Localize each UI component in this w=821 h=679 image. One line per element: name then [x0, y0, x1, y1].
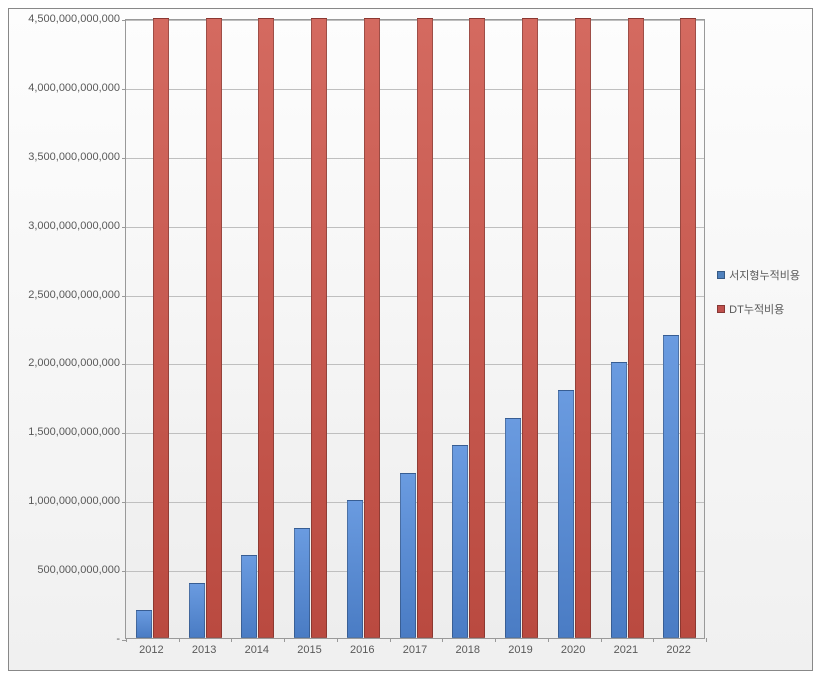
bar-series-1: [575, 18, 591, 638]
y-axis-label: 1,500,000,000,000: [28, 426, 120, 438]
bar-series-1: [364, 18, 380, 638]
y-axis-label: -: [116, 633, 120, 645]
y-tick: [122, 227, 126, 228]
bar-series-1: [258, 18, 274, 638]
x-tick: [337, 638, 338, 642]
bar-series-0: [347, 500, 363, 638]
x-tick: [706, 638, 707, 642]
bar-series-1: [206, 18, 222, 638]
bar-series-0: [663, 335, 679, 638]
x-axis-label: 2015: [297, 644, 321, 656]
bar-series-0: [241, 555, 257, 638]
legend-swatch-red: [717, 305, 725, 313]
bar-series-0: [452, 445, 468, 638]
x-axis-label: 2020: [561, 644, 585, 656]
x-tick: [284, 638, 285, 642]
x-tick: [390, 638, 391, 642]
y-tick: [122, 364, 126, 365]
y-tick: [122, 502, 126, 503]
y-tick: [122, 158, 126, 159]
x-axis-label: 2018: [455, 644, 479, 656]
y-axis-label: 1,000,000,000,000: [28, 495, 120, 507]
bar-series-0: [611, 362, 627, 638]
x-axis-label: 2017: [403, 644, 427, 656]
y-tick: [122, 296, 126, 297]
bar-series-0: [505, 418, 521, 638]
legend-label-0: 서지형누적비용: [729, 267, 800, 283]
bar-series-0: [189, 583, 205, 638]
bar-series-1: [153, 18, 169, 638]
x-axis-label: 2014: [245, 644, 269, 656]
chart-frame: 서지형누적비용 DT누적비용 - 500,000,000,000 1,000,000…: [8, 8, 813, 671]
y-axis-label: 2,500,000,000,000: [28, 289, 120, 301]
x-axis-label: 2016: [350, 644, 374, 656]
bar-series-0: [558, 390, 574, 638]
x-axis-label: 2019: [508, 644, 532, 656]
legend: 서지형누적비용 DT누적비용: [717, 267, 800, 335]
bar-series-1: [522, 18, 538, 638]
y-tick: [122, 20, 126, 21]
x-tick: [495, 638, 496, 642]
x-axis-label: 2021: [614, 644, 638, 656]
plot-area: [125, 19, 705, 639]
legend-item-1: DT누적비용: [717, 301, 800, 317]
bar-series-1: [311, 18, 327, 638]
y-tick: [122, 433, 126, 434]
y-tick: [122, 89, 126, 90]
y-axis-label: 500,000,000,000: [37, 564, 120, 576]
x-tick: [179, 638, 180, 642]
x-tick: [601, 638, 602, 642]
x-tick: [231, 638, 232, 642]
bar-series-1: [628, 18, 644, 638]
bar-series-0: [136, 610, 152, 638]
y-axis-label: 3,500,000,000,000: [28, 151, 120, 163]
legend-item-0: 서지형누적비용: [717, 267, 800, 283]
x-axis-label: 2022: [666, 644, 690, 656]
x-tick: [442, 638, 443, 642]
legend-label-1: DT누적비용: [729, 301, 784, 317]
y-axis-label: 2,000,000,000,000: [28, 357, 120, 369]
x-tick: [126, 638, 127, 642]
bar-series-1: [469, 18, 485, 638]
bar-series-1: [680, 18, 696, 638]
x-axis-label: 2012: [139, 644, 163, 656]
x-tick: [548, 638, 549, 642]
x-axis-label: 2013: [192, 644, 216, 656]
bar-series-0: [400, 473, 416, 638]
y-tick: [122, 571, 126, 572]
y-axis-label: 4,000,000,000,000: [28, 82, 120, 94]
x-tick: [653, 638, 654, 642]
y-axis-label: 3,000,000,000,000: [28, 220, 120, 232]
bar-series-0: [294, 528, 310, 638]
legend-swatch-blue: [717, 271, 725, 279]
y-axis-label: 4,500,000,000,000: [28, 13, 120, 25]
bar-series-1: [417, 18, 433, 638]
